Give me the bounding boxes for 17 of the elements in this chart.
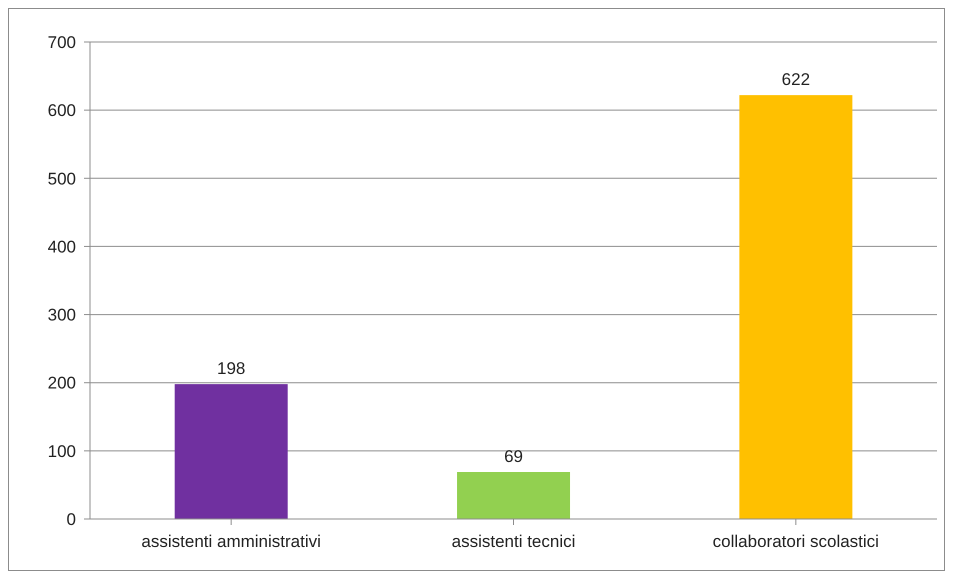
y-tick-label: 300 xyxy=(48,306,76,325)
y-tick-label: 0 xyxy=(66,510,76,530)
x-tick-label: collaboratori scolastici xyxy=(712,532,879,552)
data-label: 622 xyxy=(782,70,810,90)
y-tick-label: 500 xyxy=(48,169,76,188)
bar xyxy=(457,472,570,519)
y-tick-label: 600 xyxy=(48,101,76,120)
y-tick-label: 400 xyxy=(48,237,76,256)
x-tick-label: assistenti amministrativi xyxy=(141,532,321,552)
y-tick-label: 700 xyxy=(48,33,76,52)
y-tick-label: 100 xyxy=(48,442,76,461)
x-tick-label: assistenti tecnici xyxy=(452,532,576,552)
y-tick-label: 200 xyxy=(48,374,76,393)
data-label: 69 xyxy=(504,446,523,466)
bar xyxy=(739,95,852,519)
data-label: 198 xyxy=(217,359,246,378)
bar xyxy=(174,384,288,519)
